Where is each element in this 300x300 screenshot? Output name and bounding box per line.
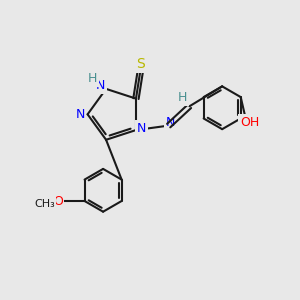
Text: H: H xyxy=(178,92,188,104)
Text: S: S xyxy=(136,57,145,71)
Text: N: N xyxy=(96,80,105,92)
Text: CH₃: CH₃ xyxy=(34,199,55,209)
Text: H: H xyxy=(88,72,98,85)
Text: N: N xyxy=(166,116,175,128)
Text: N: N xyxy=(76,108,85,121)
Text: OH: OH xyxy=(240,116,259,129)
Text: N: N xyxy=(136,122,146,135)
Text: O: O xyxy=(53,194,63,208)
